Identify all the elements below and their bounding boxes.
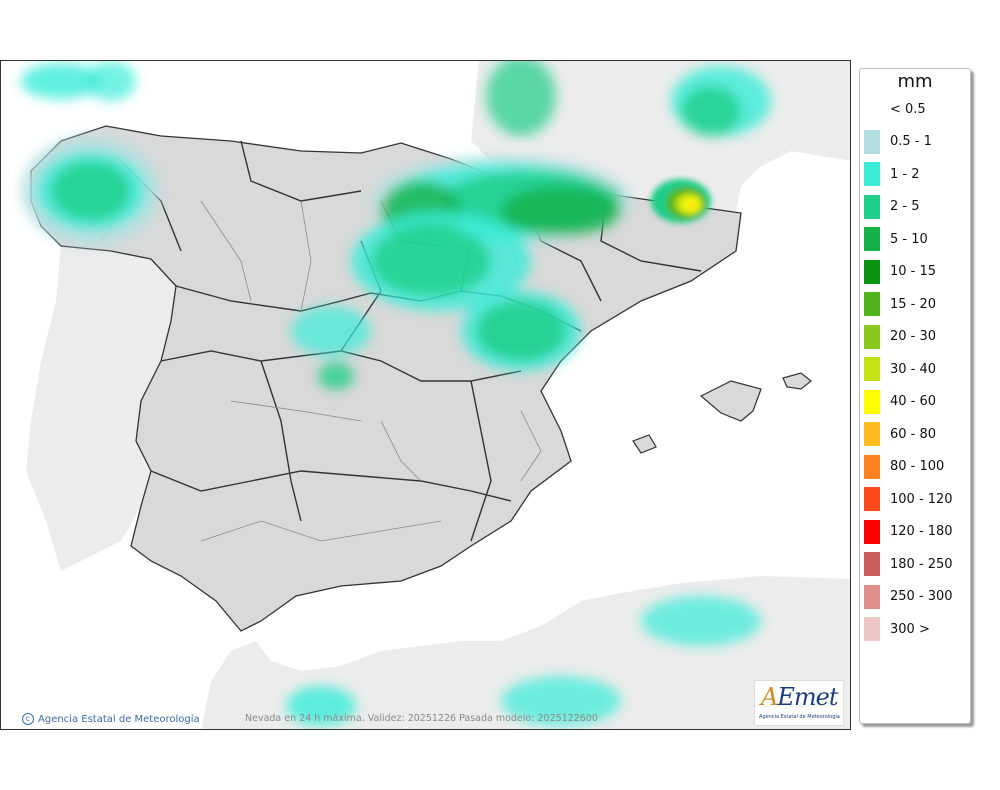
snowfall-field bbox=[21, 61, 771, 726]
portugal-land bbox=[26, 246, 176, 571]
legend-label: 10 - 15 bbox=[890, 264, 937, 279]
legend-label: 1 - 2 bbox=[890, 166, 920, 182]
map-panel bbox=[0, 60, 851, 730]
legend-label: 30 - 40 bbox=[890, 361, 937, 377]
legend-unit: mm bbox=[897, 71, 933, 92]
legend-label: 300 > bbox=[890, 621, 930, 637]
legend-item: 60 - 80 bbox=[864, 422, 936, 446]
legend-label: 5 - 10 bbox=[890, 231, 928, 247]
map-footnote: Nevada en 24 h máxima. Validez: 20251226… bbox=[245, 713, 598, 724]
legend-item: 80 - 100 bbox=[864, 454, 945, 479]
aemet-logo: AEmet Agencia Estatal de Meteorología bbox=[754, 680, 844, 726]
ibiza-island bbox=[632, 434, 657, 454]
legend-item: 120 - 180 bbox=[864, 519, 953, 544]
legend-item: 2 - 5 bbox=[864, 194, 920, 219]
legend-item: 10 - 15 bbox=[864, 259, 937, 284]
legend-item: 1 - 2 bbox=[864, 162, 920, 186]
legend-swatch bbox=[864, 584, 880, 609]
legend-swatch bbox=[864, 227, 880, 251]
legend-label: 80 - 100 bbox=[890, 459, 945, 474]
legend-label: 40 - 60 bbox=[890, 394, 937, 409]
logo-subtitle: Agencia Estatal de Meteorología bbox=[759, 714, 840, 720]
legend-item: 5 - 10 bbox=[864, 227, 928, 251]
legend-swatch bbox=[864, 617, 880, 641]
legend-swatch bbox=[864, 129, 880, 154]
legend-item: 30 - 40 bbox=[864, 357, 936, 381]
legend-label: < 0.5 bbox=[890, 101, 926, 117]
legend-label: 100 - 120 bbox=[890, 491, 953, 507]
legend-item: 40 - 60 bbox=[864, 389, 937, 414]
legend-swatch bbox=[864, 519, 880, 544]
legend-label: 250 - 300 bbox=[890, 589, 953, 604]
legend-item: < 0.5 bbox=[864, 97, 926, 121]
legend-swatch bbox=[864, 552, 880, 576]
menorca-island bbox=[782, 372, 812, 390]
legend-label: 120 - 180 bbox=[890, 524, 953, 539]
legend-label: 2 - 5 bbox=[890, 199, 920, 214]
legend: mm < 0.5 0.5 - 1 1 - 2 2 - 5 5 - 10 10 - 15 15… bbox=[859, 68, 971, 724]
legend-item: 15 - 20 bbox=[864, 292, 936, 316]
credit-text: Agencia Estatal de Meteorología bbox=[38, 713, 200, 725]
legend-swatch bbox=[864, 97, 880, 121]
copyright-icon: c bbox=[22, 713, 34, 725]
mallorca-island bbox=[699, 380, 762, 422]
legend-swatch bbox=[864, 357, 880, 381]
credit: c Agencia Estatal de Meteorología bbox=[22, 713, 200, 725]
legend-swatch bbox=[864, 422, 880, 446]
legend-label: 180 - 250 bbox=[890, 556, 953, 572]
legend-swatch bbox=[864, 324, 880, 349]
legend-swatch bbox=[864, 259, 880, 284]
legend-swatch bbox=[864, 194, 880, 219]
legend-label: 0.5 - 1 bbox=[890, 134, 932, 149]
legend-swatch bbox=[864, 292, 880, 316]
legend-item: 250 - 300 bbox=[864, 584, 953, 609]
legend-swatch bbox=[864, 389, 880, 414]
legend-swatch bbox=[864, 454, 880, 479]
legend-item: 100 - 120 bbox=[864, 487, 953, 511]
legend-swatch bbox=[864, 487, 880, 511]
province-borders bbox=[80, 180, 542, 542]
legend-label: 60 - 80 bbox=[890, 426, 937, 442]
legend-label: 15 - 20 bbox=[890, 296, 937, 312]
legend-label: 20 - 30 bbox=[890, 329, 937, 344]
legend-swatch bbox=[864, 162, 880, 186]
logo-word: AEmet bbox=[761, 683, 838, 711]
legend-item: 0.5 - 1 bbox=[864, 129, 932, 154]
legend-item: 180 - 250 bbox=[864, 552, 953, 576]
legend-item: 20 - 30 bbox=[864, 324, 937, 349]
snowfall-map bbox=[1, 61, 850, 729]
legend-item: 300 > bbox=[864, 617, 930, 641]
